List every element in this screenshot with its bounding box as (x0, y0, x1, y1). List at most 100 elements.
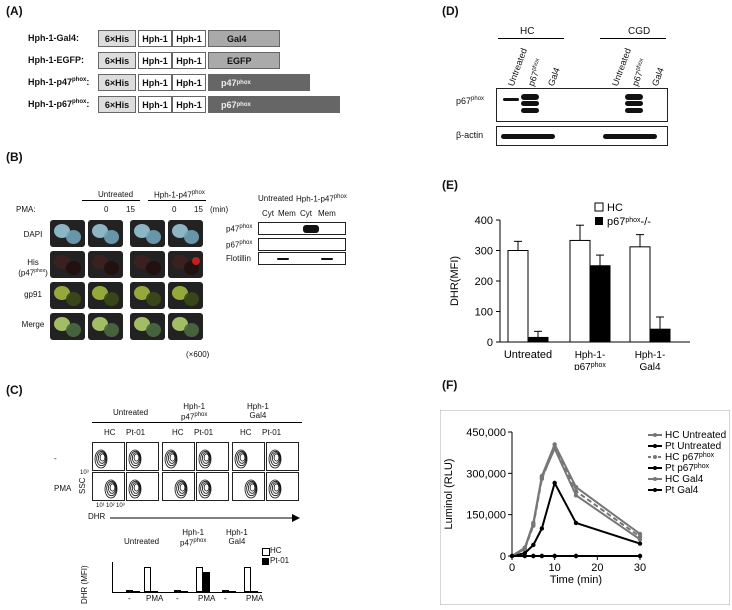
f-series-line (511, 444, 641, 557)
f-legend-marker (653, 444, 657, 448)
b-unit: (min) (210, 205, 229, 214)
panel-f-label: (F) (442, 378, 458, 392)
f-series-point (552, 446, 557, 451)
f-y-tick-label: 300,000 (466, 468, 506, 480)
c-contour (128, 449, 142, 469)
b-cell-blob (146, 323, 161, 337)
b-row-label: His (p47phox) (18, 258, 48, 278)
f-series-point (531, 542, 536, 548)
c-bar-hc (244, 567, 251, 592)
e-legend-hc-swatch (594, 202, 604, 212)
b-cell-blob (104, 323, 119, 337)
c-contour (198, 479, 212, 499)
b-wb-band (321, 258, 333, 260)
c-bar-hc (174, 590, 181, 592)
c-legend-hc-swatch (262, 548, 270, 556)
c-flow-plot (92, 442, 125, 471)
c-y-tick: 10³ (80, 470, 89, 476)
b-micro-cell (168, 282, 203, 309)
f-series-point (573, 553, 579, 559)
b-row-label: DAPI (23, 230, 43, 239)
c-bar-ylabel: DHR (MFI) (80, 565, 89, 604)
d-group-hc: HC (520, 26, 535, 37)
c-bar-xtick: PMA (246, 594, 264, 603)
a-cargo-box: EGFP (208, 52, 280, 69)
b-micro-cell (50, 313, 85, 340)
d-lane-label: p67phox (526, 57, 542, 88)
b-wb-strip (258, 222, 346, 235)
f-legend-entry: HC p67phox (665, 452, 715, 463)
b-group-hph1-p47: Hph-1-p47phox (154, 190, 205, 200)
e-legend-ko: p67phox-/- (607, 216, 651, 228)
b-cell-blob (146, 292, 161, 306)
f-series-point (531, 553, 536, 559)
e-legend-hc: HC (607, 202, 623, 214)
c-group-hph1-p47: Hph-1 p47phox (181, 402, 208, 422)
e-y-tick-label: 400 (475, 215, 493, 227)
c-flow-plot (92, 472, 125, 501)
b-cell-blob (184, 292, 199, 306)
d-lane-label: Untreated (506, 46, 529, 88)
b-micro-cell (168, 313, 203, 340)
panel-c-label: (C) (6, 383, 23, 397)
f-series-point (531, 522, 536, 527)
b-group-untreated: Untreated (98, 190, 134, 199)
b-micro-cell (130, 282, 165, 309)
c-contour (104, 479, 118, 499)
c-subject: HC (172, 428, 184, 437)
f-legend-marker (653, 488, 657, 492)
c-flow-plot (196, 442, 229, 471)
f-legend-entry: Pt Untreated (665, 441, 721, 452)
c-flow-plot (196, 472, 229, 501)
b-micro-cell (88, 313, 123, 340)
b-micro-cell (88, 282, 123, 309)
e-bar (589, 265, 611, 343)
b-magnification: (×600) (186, 350, 210, 359)
c-flow-plot (126, 472, 159, 501)
c-subject: Pt-01 (126, 428, 146, 437)
a-construct-name: Hph-1-p47phox: (28, 77, 90, 87)
a-his-tag: 6×His (98, 30, 136, 47)
b-wb-row-label: Flotillin (226, 254, 251, 263)
c-group-hph1-gal4: Hph-1 Gal4 (247, 402, 269, 420)
a-hph1-box: Hph-1 (172, 52, 206, 69)
b-wb-strip (258, 238, 346, 251)
b-cell-blob (66, 230, 81, 244)
b-micro-cell (168, 220, 203, 247)
f-x-tick-label: 0 (509, 562, 515, 574)
b-row-label: gp91 (24, 290, 42, 299)
f-x-tick-label: 10 (549, 562, 561, 574)
c-row-minus: - (54, 454, 57, 463)
b-cell-blob (104, 261, 119, 275)
panel-b-label: (B) (6, 150, 23, 164)
b-wb-fraction: Mem (278, 209, 296, 218)
f-series-point (637, 553, 643, 559)
e-bar (569, 239, 591, 343)
c-bar-xtick: - (128, 594, 131, 603)
b-wb-row-label: p47phox (226, 224, 253, 234)
f-series-point (539, 475, 545, 480)
a-cargo-box: Gal4 (208, 30, 280, 47)
c-subject: HC (104, 428, 116, 437)
a-hph1-box: Hph-1 (138, 96, 172, 113)
e-y-tick-label: 100 (475, 307, 493, 319)
f-legend-marker (653, 466, 657, 470)
c-dhr-arrow (110, 514, 300, 522)
f-series-line (511, 441, 641, 557)
b-wb-band (277, 258, 289, 260)
b-wb-untreated: Untreated (258, 194, 294, 203)
b-cell-blob (146, 261, 161, 275)
b-cell-blob (104, 292, 119, 306)
c-x-tick: 10¹ (96, 503, 105, 509)
b-cell-blob (104, 230, 119, 244)
a-hph1-box: Hph-1 (138, 30, 172, 47)
d-blot-actin (496, 126, 668, 146)
c-subject: Pt-01 (194, 428, 214, 437)
f-series-point (637, 537, 643, 542)
c-bar-hc (126, 590, 133, 592)
d-lane-label: Gal4 (650, 66, 666, 88)
e-y-tick-label: 200 (475, 276, 493, 288)
b-micro-cell (88, 220, 123, 247)
d-row-actin: β-actin (456, 130, 484, 140)
